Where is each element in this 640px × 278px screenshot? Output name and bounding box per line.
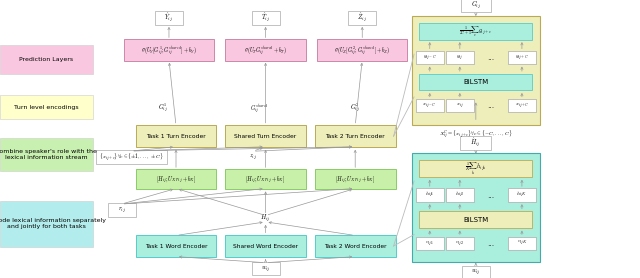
Text: $[H_{ij};U_X r_{ij}+b_X]$: $[H_{ij};U_X r_{ij}+b_X]$ (246, 174, 285, 185)
FancyBboxPatch shape (0, 45, 93, 74)
FancyBboxPatch shape (315, 125, 396, 147)
Text: Task 1 Word Encoder: Task 1 Word Encoder (145, 244, 207, 249)
FancyBboxPatch shape (412, 153, 540, 262)
Text: ...: ... (487, 239, 494, 248)
FancyBboxPatch shape (508, 99, 536, 112)
FancyBboxPatch shape (445, 51, 474, 64)
FancyBboxPatch shape (0, 201, 93, 247)
FancyBboxPatch shape (124, 39, 214, 61)
Text: $x_{ij-C}$: $x_{ij-C}$ (422, 101, 437, 110)
Text: $v_{ij1}$: $v_{ij1}$ (426, 239, 434, 248)
FancyBboxPatch shape (412, 16, 540, 125)
Text: $w_{ij}$: $w_{ij}$ (471, 268, 481, 277)
FancyBboxPatch shape (445, 188, 474, 202)
FancyBboxPatch shape (461, 136, 492, 150)
Text: ...: ... (487, 53, 494, 62)
Text: $\hat{Z}_{ij}$: $\hat{Z}_{ij}$ (357, 11, 367, 25)
Text: $z_{ij}$: $z_{ij}$ (249, 152, 257, 162)
FancyBboxPatch shape (315, 235, 396, 257)
Text: $\frac{1}{2C+1}\sum_c g_{ij+c}$: $\frac{1}{2C+1}\sum_c g_{ij+c}$ (460, 24, 492, 39)
FancyBboxPatch shape (416, 99, 444, 112)
Text: $r_{ij}$: $r_{ij}$ (118, 205, 125, 215)
FancyBboxPatch shape (136, 235, 216, 257)
Text: BiLSTM: BiLSTM (463, 79, 488, 85)
FancyBboxPatch shape (317, 39, 407, 61)
FancyBboxPatch shape (0, 95, 93, 119)
Text: $v_{ijK}$: $v_{ijK}$ (516, 239, 527, 247)
Text: $g_{ij+C}$: $g_{ij+C}$ (515, 53, 529, 62)
Text: $G^1_{ij}$: $G^1_{ij}$ (158, 102, 168, 115)
Text: $x_{ij}$: $x_{ij}$ (456, 101, 464, 110)
Text: Task 2 Word Encoder: Task 2 Word Encoder (324, 244, 387, 249)
FancyBboxPatch shape (416, 188, 444, 202)
Text: Task 1 Turn Encoder: Task 1 Turn Encoder (146, 134, 206, 139)
FancyBboxPatch shape (96, 150, 166, 164)
FancyBboxPatch shape (348, 11, 376, 25)
FancyBboxPatch shape (136, 169, 216, 189)
Text: Turn level encodings: Turn level encodings (14, 105, 79, 110)
Text: Encode lexical information separately
and jointly for both tasks: Encode lexical information separately an… (0, 219, 106, 229)
FancyBboxPatch shape (416, 237, 444, 250)
Text: $h_{ij1}$: $h_{ij1}$ (425, 190, 435, 200)
Text: $\hat{H}_{ij}$: $\hat{H}_{ij}$ (470, 136, 481, 150)
Text: $\{x_{ij+c}\}\forall c\in\{\pm1,...,\pm C\}$: $\{x_{ij+c}\}\forall c\in\{\pm1,...,\pm … (99, 152, 163, 163)
FancyBboxPatch shape (225, 125, 306, 147)
FancyBboxPatch shape (225, 235, 306, 257)
FancyBboxPatch shape (155, 11, 183, 25)
Text: Combine speaker's role with the
lexical information stream: Combine speaker's role with the lexical … (0, 149, 97, 160)
Text: $G_{ij}$: $G_{ij}$ (471, 0, 481, 11)
FancyBboxPatch shape (315, 169, 396, 189)
Text: Prediction Layers: Prediction Layers (19, 57, 74, 62)
Text: $\frac{1}{K}\sum_k h_{ijk}$: $\frac{1}{K}\sum_k h_{ijk}$ (465, 161, 486, 177)
FancyBboxPatch shape (508, 188, 536, 202)
Text: $g_{ij}$: $g_{ij}$ (456, 53, 463, 62)
FancyBboxPatch shape (445, 99, 474, 112)
FancyBboxPatch shape (0, 138, 93, 171)
Text: $x_{ij+C}$: $x_{ij+C}$ (515, 101, 529, 110)
Text: Shared Word Encoder: Shared Word Encoder (233, 244, 298, 249)
Text: $[H_{ij};U_X r_{ij}+b_X]$: $[H_{ij};U_X r_{ij}+b_X]$ (335, 174, 375, 185)
Text: $h_{ij2}$: $h_{ij2}$ (455, 190, 465, 200)
Text: $\sigma(U_T G^{shared}_{ij}+b_T)$: $\sigma(U_T G^{shared}_{ij}+b_T)$ (244, 44, 287, 56)
Text: $h_{ijK}$: $h_{ijK}$ (516, 190, 527, 200)
FancyBboxPatch shape (416, 51, 444, 64)
FancyBboxPatch shape (419, 211, 532, 228)
Text: Task 2 Turn Encoder: Task 2 Turn Encoder (325, 134, 385, 139)
FancyBboxPatch shape (508, 237, 536, 250)
FancyBboxPatch shape (108, 203, 136, 217)
Text: ...: ... (487, 191, 494, 200)
FancyBboxPatch shape (508, 51, 536, 64)
FancyBboxPatch shape (225, 39, 306, 61)
Text: BiLSTM: BiLSTM (463, 217, 488, 223)
Text: $v_{ij2}$: $v_{ij2}$ (455, 239, 465, 248)
FancyBboxPatch shape (445, 237, 474, 250)
FancyBboxPatch shape (461, 0, 491, 12)
FancyBboxPatch shape (252, 11, 280, 25)
Text: $H_{ij}$: $H_{ij}$ (260, 213, 271, 224)
FancyBboxPatch shape (419, 73, 532, 90)
FancyBboxPatch shape (419, 23, 532, 39)
FancyBboxPatch shape (419, 160, 532, 177)
Text: $\hat{T}_{ij}$: $\hat{T}_{ij}$ (261, 11, 270, 25)
Text: $X^C_{ij}=\{x_{ij+c}\}\forall c\in\{-C,...,C\}$: $X^C_{ij}=\{x_{ij+c}\}\forall c\in\{-C,.… (439, 128, 513, 140)
Text: $w_{ij}$: $w_{ij}$ (260, 264, 271, 274)
Text: $\hat{Y}_{ij}$: $\hat{Y}_{ij}$ (164, 11, 173, 25)
Text: $\sigma(U_Z[G^2_{ij};G^{shared}_{ij}]+b_Z)$: $\sigma(U_Z[G^2_{ij};G^{shared}_{ij}]+b_… (334, 44, 390, 56)
Text: $\sigma(U_Y[G^1_{ij};G^{shared}_{ij}]+b_Y)$: $\sigma(U_Y[G^1_{ij};G^{shared}_{ij}]+b_… (141, 44, 197, 56)
Text: $[H_{ij};U_X r_{ij}+b_X]$: $[H_{ij};U_X r_{ij}+b_X]$ (156, 174, 196, 185)
FancyBboxPatch shape (462, 266, 490, 278)
Text: $g_{ij-C}$: $g_{ij-C}$ (422, 53, 437, 62)
Text: $G^2_{ij}$: $G^2_{ij}$ (350, 102, 360, 115)
Text: Shared Turn Encoder: Shared Turn Encoder (234, 134, 297, 139)
FancyBboxPatch shape (225, 169, 306, 189)
FancyBboxPatch shape (252, 262, 280, 275)
FancyBboxPatch shape (136, 125, 216, 147)
Text: ...: ... (487, 101, 494, 110)
Text: $G^{shared}_{ij}$: $G^{shared}_{ij}$ (250, 102, 269, 115)
